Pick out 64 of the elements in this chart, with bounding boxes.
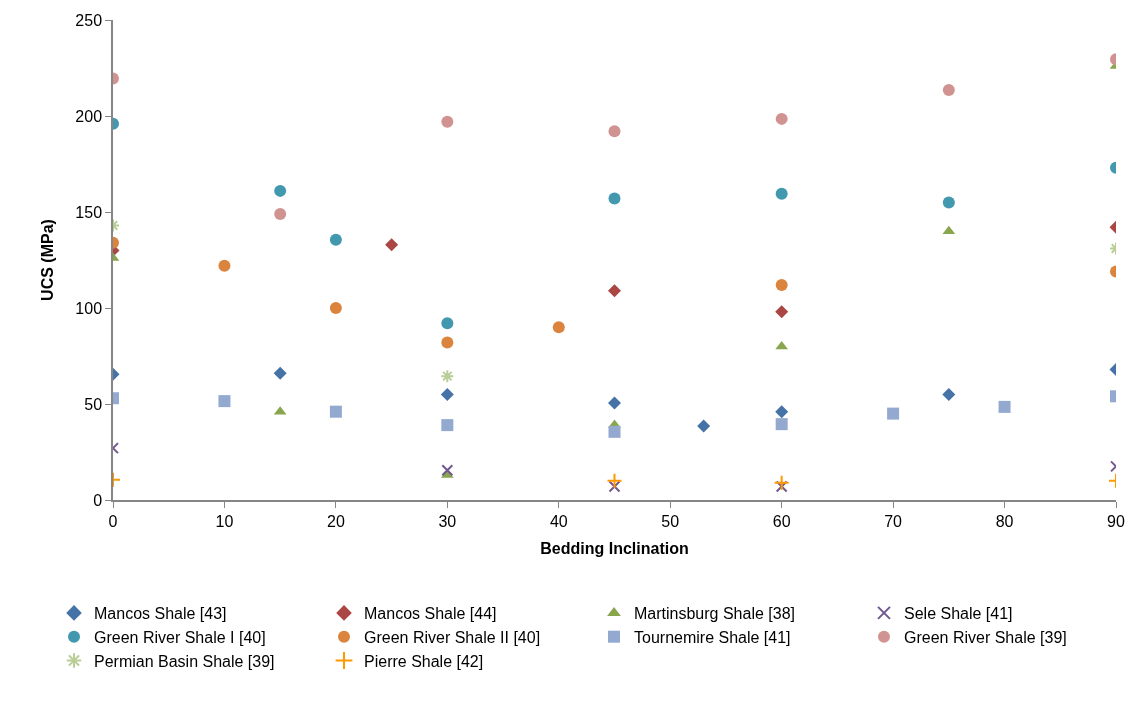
point xyxy=(274,207,287,220)
point xyxy=(608,192,621,205)
point xyxy=(775,278,788,291)
point xyxy=(775,305,789,319)
point xyxy=(942,387,956,401)
point xyxy=(385,238,399,252)
point xyxy=(441,464,454,477)
point xyxy=(274,184,287,197)
point xyxy=(775,405,789,419)
y-tick-label: 200 xyxy=(75,107,103,125)
x-tick-label: 70 xyxy=(884,512,903,530)
point xyxy=(552,321,565,334)
y-tick-label: 0 xyxy=(93,491,103,509)
point xyxy=(775,340,789,350)
point xyxy=(942,84,955,97)
legend-label: Green River Shale I [40] xyxy=(94,628,266,646)
legend-label: Sele Shale [41] xyxy=(904,605,1013,623)
point xyxy=(998,400,1011,413)
point xyxy=(608,396,621,410)
point xyxy=(218,259,231,272)
x-tick-label: 20 xyxy=(326,512,345,530)
point xyxy=(329,233,342,246)
point xyxy=(775,418,788,431)
legend-label: Green River Shale [39] xyxy=(904,628,1067,646)
y-tick-label: 250 xyxy=(75,11,103,29)
point xyxy=(608,284,621,298)
point xyxy=(218,395,231,408)
y-tick-label: 150 xyxy=(75,203,103,221)
x-tick-label: 40 xyxy=(549,512,568,530)
point xyxy=(697,419,711,433)
point xyxy=(775,480,788,493)
point xyxy=(608,480,621,493)
point xyxy=(942,196,955,209)
x-tick-label: 80 xyxy=(995,512,1014,530)
point xyxy=(440,387,454,401)
y-tick-label: 50 xyxy=(84,395,103,413)
x-tick-label: 10 xyxy=(215,512,234,530)
x-tick-label: 50 xyxy=(661,512,680,530)
legend-label: Pierre Shale [42] xyxy=(364,652,484,670)
legend-label: Martinsburg Shale [38] xyxy=(634,605,795,623)
legend-label: Mancos Shale [44] xyxy=(364,605,497,623)
point xyxy=(441,336,454,349)
legend-label: Tournemire Shale [41] xyxy=(634,628,791,646)
legend-label: Green River Shale II [40] xyxy=(364,628,541,646)
y-tick-label: 100 xyxy=(75,299,103,317)
legend-label: Permian Basin Shale [39] xyxy=(94,652,275,670)
point xyxy=(775,187,788,200)
point xyxy=(441,317,454,330)
x-axis-title: Bedding Inclination xyxy=(540,540,689,558)
point xyxy=(608,125,621,138)
point xyxy=(329,405,342,418)
point xyxy=(608,425,621,438)
x-tick-label: 90 xyxy=(1107,512,1125,530)
point xyxy=(887,407,900,420)
x-tick-label: 0 xyxy=(108,512,118,530)
point xyxy=(441,419,454,432)
point xyxy=(441,115,454,128)
point xyxy=(775,112,788,125)
x-tick-label: 60 xyxy=(772,512,791,530)
point xyxy=(273,366,287,380)
point xyxy=(329,302,342,314)
x-tick-label: 30 xyxy=(438,512,457,530)
legend-label: Mancos Shale [43] xyxy=(94,605,227,623)
y-axis-title: UCS (MPa) xyxy=(38,219,56,301)
